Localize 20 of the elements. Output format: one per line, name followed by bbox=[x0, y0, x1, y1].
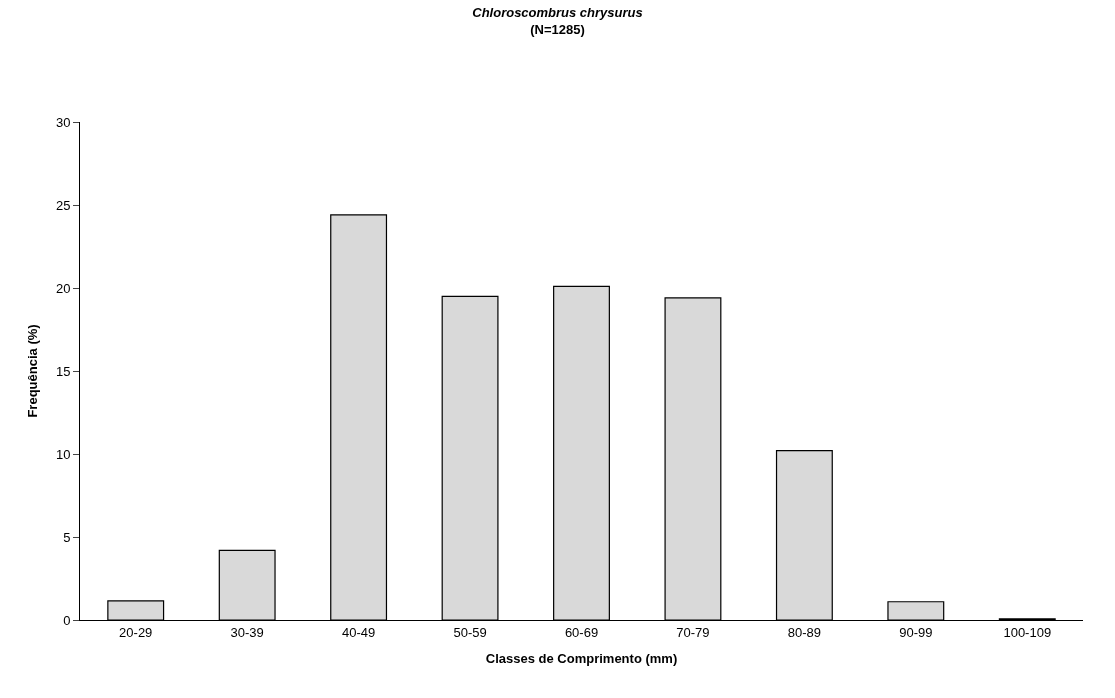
y-tick-label: 10 bbox=[55, 446, 71, 462]
x-tick-label: 70-79 bbox=[676, 624, 710, 640]
y-tick-label: 0 bbox=[63, 612, 71, 628]
y-tick-label: 5 bbox=[63, 529, 71, 545]
x-tick-label: 80-89 bbox=[787, 624, 822, 640]
x-tick-label: 30-39 bbox=[230, 624, 264, 640]
chart-subtitle: (N=1285) bbox=[530, 22, 585, 38]
chart-title: Chloroscombrus chrysurus bbox=[472, 5, 643, 21]
y-axis-title: Frequência (%) bbox=[24, 324, 40, 418]
x-tick-label: 90-99 bbox=[899, 624, 933, 640]
x-axis-title: Classes de Comprimento (mm) bbox=[485, 651, 678, 667]
x-tick-label: 20-29 bbox=[119, 624, 153, 640]
x-tick-label: 40-49 bbox=[341, 624, 376, 640]
y-tick-label: 25 bbox=[55, 197, 71, 213]
y-tick-label: 15 bbox=[55, 363, 71, 379]
y-tick-label: 20 bbox=[55, 280, 71, 296]
y-tick-label: 30 bbox=[55, 114, 71, 130]
x-tick-label: 100-109 bbox=[1003, 624, 1052, 640]
x-tick-label: 60-69 bbox=[564, 624, 599, 640]
x-tick-label: 50-59 bbox=[453, 624, 487, 640]
